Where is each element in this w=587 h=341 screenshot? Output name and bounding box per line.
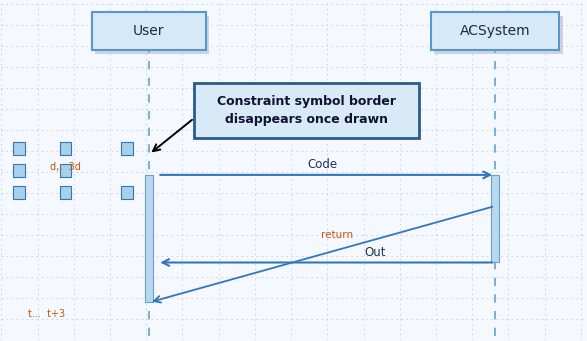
- Bar: [491, 175, 499, 263]
- Bar: [92, 12, 206, 50]
- Text: ACSystem: ACSystem: [460, 24, 531, 38]
- Text: User: User: [133, 24, 165, 38]
- Bar: [434, 16, 563, 55]
- Text: Code: Code: [308, 158, 338, 171]
- Bar: [194, 83, 419, 138]
- Bar: [96, 16, 210, 55]
- Bar: [121, 143, 133, 155]
- Text: Constraint symbol border
disappears once drawn: Constraint symbol border disappears once…: [217, 95, 396, 126]
- Bar: [13, 187, 25, 199]
- Bar: [60, 164, 72, 177]
- Bar: [60, 143, 72, 155]
- Text: return: return: [321, 230, 353, 240]
- Text: d,,  3d: d,, 3d: [50, 162, 81, 173]
- Text: Out: Out: [365, 246, 386, 259]
- Bar: [60, 187, 72, 199]
- Text: t...  t+3: t... t+3: [28, 309, 66, 319]
- Bar: [13, 164, 25, 177]
- Bar: [121, 187, 133, 199]
- Bar: [431, 12, 559, 50]
- Bar: [145, 175, 153, 302]
- Bar: [13, 143, 25, 155]
